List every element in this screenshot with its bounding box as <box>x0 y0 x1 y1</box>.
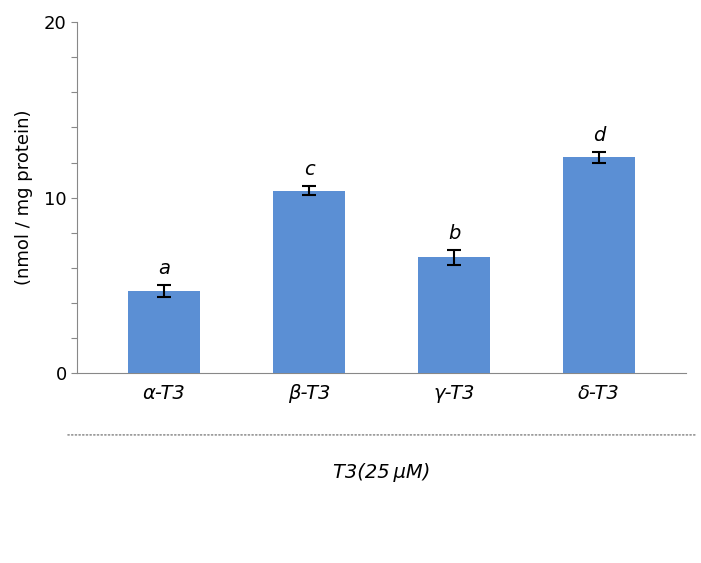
Text: c: c <box>304 160 315 179</box>
Bar <box>563 157 635 373</box>
Text: a: a <box>158 258 170 278</box>
Text: T3(25 μM): T3(25 μM) <box>333 463 430 482</box>
Text: b: b <box>448 224 461 243</box>
Bar <box>418 257 490 373</box>
Y-axis label: (nmol / mg protein): (nmol / mg protein) <box>15 110 33 285</box>
Bar <box>273 191 346 373</box>
Bar <box>128 291 200 373</box>
Text: d: d <box>593 126 605 145</box>
